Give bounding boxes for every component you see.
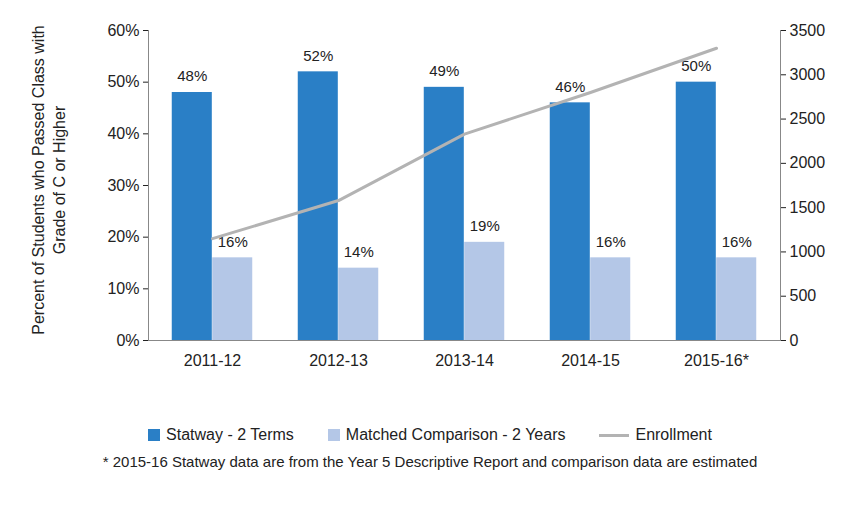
svg-text:60%: 60% <box>107 22 139 39</box>
svg-text:2015-16*: 2015-16* <box>684 352 749 369</box>
svg-text:1500: 1500 <box>790 199 826 216</box>
svg-text:2000: 2000 <box>790 154 826 171</box>
svg-text:19%: 19% <box>470 217 500 234</box>
svg-text:2012-13: 2012-13 <box>309 352 368 369</box>
svg-text:49%: 49% <box>429 62 459 79</box>
svg-text:3000: 3000 <box>790 66 826 83</box>
svg-text:2013-14: 2013-14 <box>435 352 494 369</box>
svg-text:2500: 2500 <box>790 110 826 127</box>
svg-text:0%: 0% <box>116 332 139 349</box>
svg-text:40%: 40% <box>107 125 139 142</box>
svg-text:48%: 48% <box>177 67 207 84</box>
html-text:Percent of Students who Passed: Percent of Students who Passed Class wit… <box>30 25 68 335</box>
svg-text:3500: 3500 <box>790 22 826 39</box>
svg-text:50%: 50% <box>107 73 139 90</box>
svg-text:0: 0 <box>790 332 799 349</box>
html-text:* 2015-16 Statway data are fro: * 2015-16 Statway data are from the Year… <box>102 453 758 470</box>
svg-text:1000: 1000 <box>790 243 826 260</box>
svg-text:50%: 50% <box>681 57 711 74</box>
svg-text:52%: 52% <box>303 47 333 64</box>
svg-text:16%: 16% <box>596 233 626 250</box>
svg-text:16%: 16% <box>218 233 248 250</box>
svg-text:20%: 20% <box>107 228 139 245</box>
svg-text:16%: 16% <box>722 233 752 250</box>
html-text:Matched Comparison - 2 Years: Matched Comparison - 2 Years <box>345 426 566 443</box>
svg-text:10%: 10% <box>107 280 139 297</box>
html-text:Statway - 2 Terms: Statway - 2 Terms <box>166 426 294 443</box>
svg-text:500: 500 <box>790 287 817 304</box>
svg-text:2011-12: 2011-12 <box>184 352 242 369</box>
svg-text:2014-15: 2014-15 <box>561 352 620 369</box>
html-text:Enrollment: Enrollment <box>635 426 712 443</box>
svg-text:14%: 14% <box>344 243 374 260</box>
svg-text:30%: 30% <box>107 177 139 194</box>
svg-text:46%: 46% <box>555 78 585 95</box>
